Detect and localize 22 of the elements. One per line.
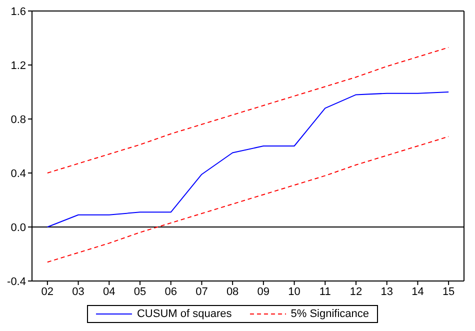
x-tick-label: 07	[196, 286, 208, 298]
y-tick-label: 0.4	[10, 168, 26, 180]
legend-label: CUSUM of squares	[136, 308, 232, 320]
x-tick-label: 02	[41, 286, 54, 298]
x-tick-label: 05	[134, 286, 146, 298]
y-tick-label: 1.6	[10, 6, 26, 18]
legend-label: 5% Significance	[290, 308, 370, 320]
y-tick-label: -0.4	[7, 276, 26, 288]
y-tick-label: 1.2	[10, 60, 26, 72]
y-tick-label: 0.0	[10, 222, 26, 234]
x-tick-label: 12	[350, 286, 362, 298]
x-tick-label: 13	[380, 286, 393, 298]
x-tick-label: 09	[257, 286, 270, 298]
x-tick-label: 11	[319, 286, 331, 298]
x-tick-label: 04	[103, 286, 116, 298]
x-tick-label: 08	[226, 286, 239, 298]
x-tick-label: 15	[442, 286, 455, 298]
x-tick-label: 06	[164, 286, 177, 298]
x-tick-label: 14	[412, 286, 424, 298]
x-tick-label: 03	[72, 286, 84, 298]
y-tick-label: 0.8	[10, 114, 26, 126]
x-tick-label: 10	[288, 286, 300, 298]
